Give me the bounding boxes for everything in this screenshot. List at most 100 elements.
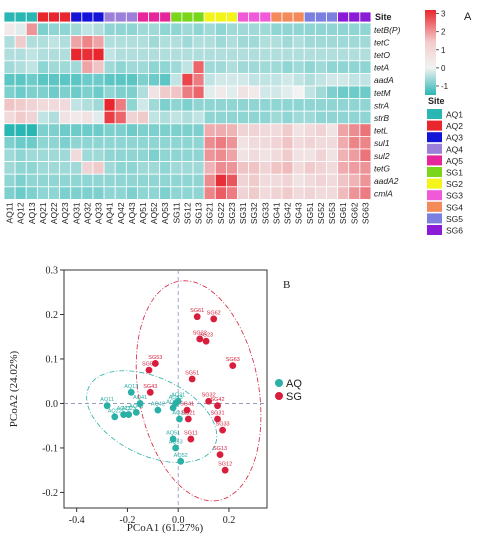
heatmap-cell [159,173,172,188]
y-tick-label: 0.0 [46,399,59,410]
heatmap-cell [303,85,316,100]
heatmap-cell [181,60,194,74]
heatmap-cell [303,47,316,62]
point-label: SG53 [148,355,162,361]
heatmap-cell [48,85,60,100]
heatmap-cell [337,98,350,112]
heatmap-cell [248,135,261,150]
heatmap-cell [203,186,216,200]
heatmap-cell [292,47,305,62]
site-legend-swatch [427,120,442,131]
heatmap-cell [292,22,305,37]
heatmap-cell [14,123,27,137]
heatmap-cell [203,148,216,163]
heatmap-cell [148,98,161,112]
sample-label: SG11 [171,202,181,223]
point-label: SG43 [143,384,157,390]
site-strip-cell [148,11,161,23]
heatmap-cell [203,73,216,87]
heatmap-cell [348,98,361,112]
site-strip-cell [292,11,305,23]
heatmap-cell [225,173,238,188]
heatmap-cell [81,135,94,150]
heatmap-cell [359,85,372,100]
heatmap-cell [303,186,316,200]
heatmap-cell [14,85,27,100]
heatmap-cell [237,85,250,100]
heatmap-cell [214,98,227,112]
heatmap-cell [237,123,250,137]
sample-label: AQ51 [138,202,148,224]
gene-label: strA [374,100,389,110]
heatmap-cell [248,60,261,74]
heatmap-cell [159,110,172,125]
heatmap-cell [348,35,361,49]
heatmap-cell [326,161,339,175]
point-label: AQ41 [133,395,147,401]
y-tick-label: 0.1 [46,354,59,365]
heatmap-cell [281,135,294,150]
heatmap-cell [214,148,227,163]
heatmap-cell [3,110,16,125]
heatmap-cell [359,148,372,163]
heatmap-cell [337,135,350,150]
heatmap-cell [25,135,38,150]
heatmap-cell [159,73,172,87]
heatmap-cell [359,98,372,112]
heatmap-cell [103,161,116,175]
site-strip-cell [326,11,339,23]
heatmap-cell [114,135,127,150]
group-ellipse [86,370,218,463]
sample-label: SG41 [271,202,281,224]
heatmap-cell [270,186,283,200]
heatmap-cell [359,173,372,188]
heatmap-cell [103,73,116,87]
point-label: AQ13 [124,384,138,390]
site-strip-cell [270,11,283,23]
heatmap-cell [359,161,372,175]
heatmap-cell [70,161,83,175]
legend-label: AQ [286,378,302,390]
heatmap-cell [25,73,38,87]
site-legend-label: SG3 [446,191,463,201]
heatmap-cell [70,98,83,112]
heatmap-cell [3,73,16,87]
heatmap-cell [292,186,305,200]
heatmap-cell [314,173,327,188]
heatmap-cell [359,123,372,137]
point-label: SG21 [181,411,195,417]
heatmap-cell [70,35,83,49]
heatmap-cell [148,60,161,74]
heatmap-cell [225,161,238,175]
heatmap-cell [159,60,172,74]
gene-label: aadA [374,75,394,85]
heatmap-cell [36,135,49,150]
heatmap-cell [259,60,272,74]
scatter-point [169,435,177,443]
heatmap-cell [225,60,238,74]
heatmap-cell [170,35,183,49]
heatmap-cell [214,85,227,100]
heatmap-cell [192,123,205,137]
heatmap-cell [192,161,205,175]
point-label: SG22 [193,330,207,336]
point-label: SG32 [202,393,216,399]
gene-label: strB [374,113,389,123]
scatter-point [127,388,135,396]
sample-label: SG52 [316,202,326,224]
heatmap-cell [14,148,27,163]
gene-label: tetM [374,88,391,98]
heatmap-cell [81,85,94,100]
heatmap-cell [192,85,205,100]
heatmap-cell [259,85,272,100]
heatmap-cell [148,47,161,62]
point-label: SG42 [210,397,224,403]
colorbar-tick-label: 2 [441,28,446,37]
heatmap-cell [48,110,60,125]
gene-label: tetC [374,37,390,47]
site-legend-label: SG1 [446,168,463,178]
heatmap-cell [14,98,27,112]
x-tick-label: 0.2 [223,515,236,526]
